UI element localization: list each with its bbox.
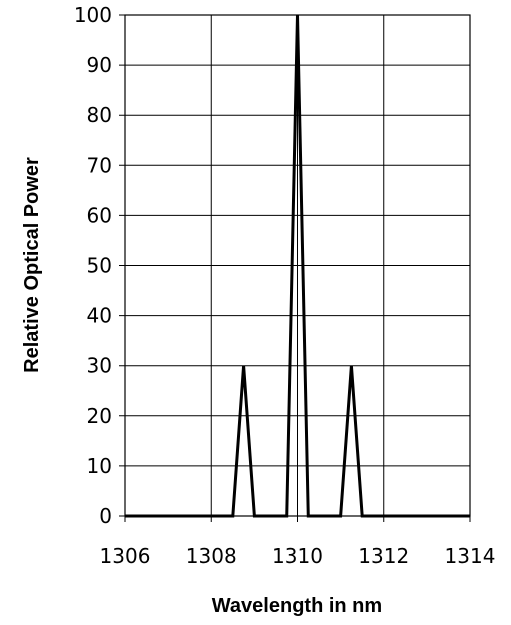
y-tick-label-10: 10 [87, 454, 112, 478]
spectrum-line-0 [125, 14, 470, 518]
x-tick-labels: 1306 1308 1310 1312 1314 [100, 544, 496, 568]
x-axis-title: Wavelength in nm [212, 595, 382, 617]
y-tick-label-0: 0 [99, 504, 112, 528]
x-tick-label-1312: 1312 [358, 544, 409, 568]
x-tick-label-1310: 1310 [272, 544, 323, 568]
y-tick-label-50: 50 [87, 254, 112, 278]
y-tick-label-90: 90 [87, 53, 112, 77]
y-tick-label-100: 100 [74, 3, 112, 27]
series-layer [125, 14, 470, 518]
y-axis-title: Relative Optical Power [21, 157, 43, 373]
y-tick-label-40: 40 [87, 304, 112, 328]
y-tick-label-20: 20 [87, 404, 112, 428]
y-tick-label-60: 60 [87, 203, 112, 227]
x-tick-label-1306: 1306 [100, 544, 151, 568]
y-tick-label-30: 30 [87, 354, 112, 378]
y-tick-label-70: 70 [87, 153, 112, 177]
x-tick-label-1308: 1308 [186, 544, 237, 568]
y-tick-labels: 0 10 20 30 40 50 60 70 80 90 100 [74, 3, 112, 528]
y-tick-label-80: 80 [87, 103, 112, 127]
x-tick-label-1314: 1314 [445, 544, 496, 568]
